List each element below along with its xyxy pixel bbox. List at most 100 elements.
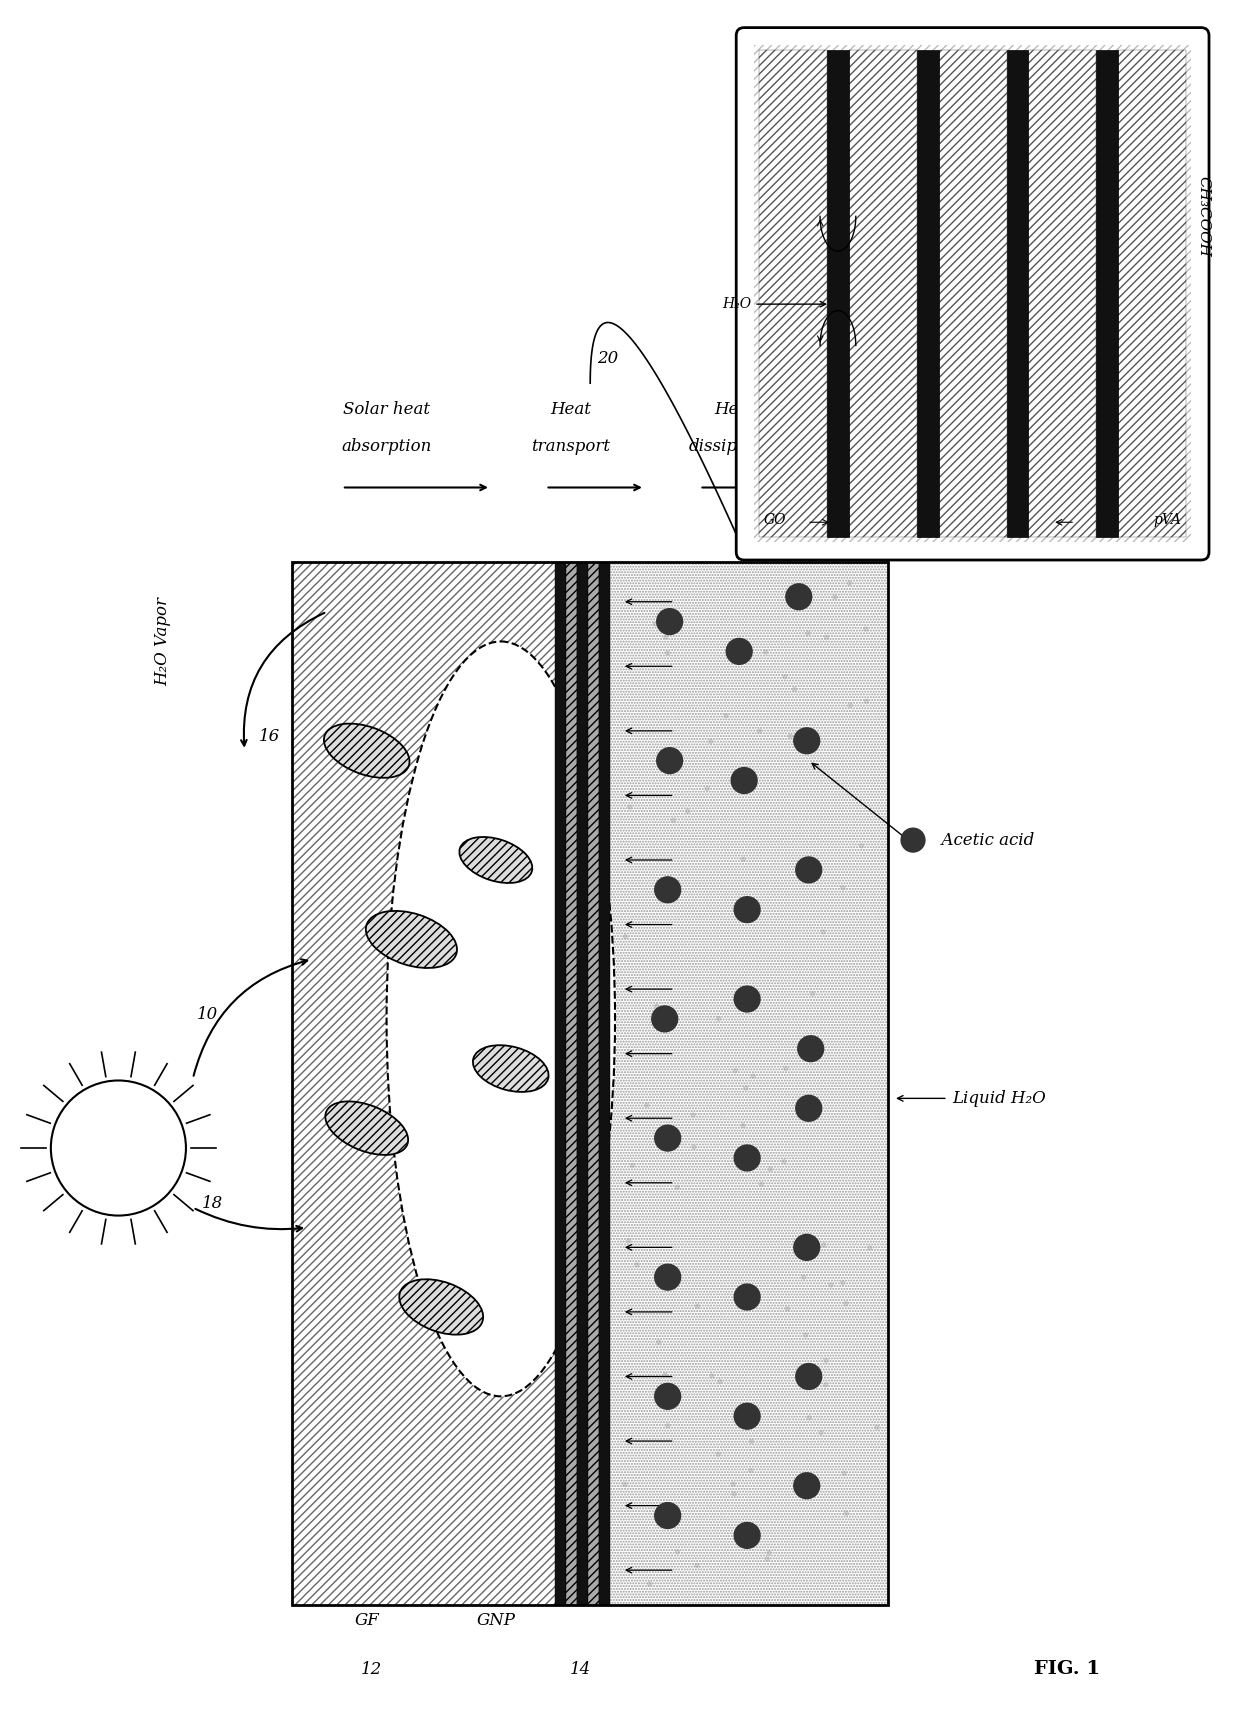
- Circle shape: [732, 1482, 735, 1487]
- Circle shape: [676, 1185, 680, 1189]
- Circle shape: [765, 1557, 769, 1561]
- Text: transport: transport: [531, 439, 610, 456]
- Circle shape: [727, 639, 753, 665]
- Bar: [916, 50, 939, 538]
- Circle shape: [622, 1482, 627, 1487]
- Text: dissipation: dissipation: [688, 439, 780, 456]
- Circle shape: [734, 1403, 760, 1429]
- Text: Liquid H₂O: Liquid H₂O: [952, 1089, 1047, 1107]
- Circle shape: [758, 730, 761, 733]
- Circle shape: [749, 1439, 754, 1444]
- Circle shape: [692, 1144, 696, 1149]
- Text: FIG. 1: FIG. 1: [1034, 1660, 1100, 1679]
- Circle shape: [635, 1262, 639, 1266]
- Ellipse shape: [459, 838, 532, 882]
- Circle shape: [821, 930, 826, 934]
- Circle shape: [822, 1244, 826, 1247]
- Text: H₂O: H₂O: [722, 296, 751, 312]
- Circle shape: [647, 1581, 651, 1586]
- Circle shape: [655, 1264, 681, 1290]
- FancyBboxPatch shape: [737, 27, 1209, 560]
- Circle shape: [848, 704, 852, 707]
- Circle shape: [745, 648, 749, 651]
- Ellipse shape: [399, 1280, 484, 1334]
- Bar: [567, 562, 578, 1605]
- Ellipse shape: [387, 641, 615, 1396]
- Circle shape: [830, 1283, 833, 1286]
- Circle shape: [686, 809, 689, 814]
- Circle shape: [734, 896, 760, 923]
- Circle shape: [734, 1285, 760, 1310]
- Bar: [293, 562, 888, 1605]
- Circle shape: [841, 886, 844, 889]
- Circle shape: [749, 1468, 753, 1473]
- Circle shape: [864, 699, 868, 704]
- Circle shape: [789, 735, 792, 738]
- Bar: [588, 562, 599, 1605]
- Circle shape: [626, 1238, 631, 1244]
- Circle shape: [811, 992, 815, 995]
- Circle shape: [655, 1125, 681, 1151]
- Circle shape: [868, 1245, 872, 1250]
- Bar: [827, 50, 849, 538]
- Circle shape: [676, 1550, 680, 1554]
- Circle shape: [801, 1274, 806, 1280]
- Circle shape: [655, 877, 681, 903]
- Circle shape: [847, 581, 852, 586]
- Circle shape: [794, 1473, 820, 1499]
- Circle shape: [691, 1113, 696, 1117]
- Circle shape: [792, 687, 796, 692]
- Text: Heat: Heat: [549, 401, 590, 418]
- Bar: [1096, 50, 1118, 538]
- Circle shape: [823, 1382, 828, 1388]
- Circle shape: [733, 1069, 738, 1072]
- Circle shape: [844, 1302, 848, 1305]
- Circle shape: [794, 728, 820, 754]
- Circle shape: [734, 987, 760, 1012]
- Circle shape: [742, 856, 745, 862]
- Circle shape: [796, 856, 822, 882]
- Text: pVA: pVA: [1153, 514, 1182, 528]
- Circle shape: [769, 1167, 773, 1172]
- Circle shape: [820, 1430, 823, 1434]
- Circle shape: [807, 1415, 811, 1420]
- Circle shape: [782, 1160, 786, 1163]
- Text: Solar heat: Solar heat: [343, 401, 430, 418]
- Circle shape: [709, 740, 713, 743]
- Circle shape: [794, 1235, 820, 1261]
- Circle shape: [750, 1153, 754, 1158]
- Circle shape: [782, 675, 787, 678]
- Circle shape: [663, 636, 668, 639]
- Circle shape: [666, 1424, 670, 1427]
- Circle shape: [694, 1564, 699, 1567]
- Circle shape: [706, 786, 709, 790]
- Circle shape: [655, 1384, 681, 1410]
- Bar: [610, 562, 888, 1605]
- Text: absorption: absorption: [341, 439, 432, 456]
- Bar: [759, 50, 827, 538]
- Circle shape: [657, 749, 682, 774]
- Circle shape: [842, 1471, 846, 1475]
- Circle shape: [764, 649, 768, 654]
- Circle shape: [740, 913, 744, 918]
- Circle shape: [724, 714, 728, 718]
- Circle shape: [859, 845, 863, 848]
- Circle shape: [645, 1103, 649, 1107]
- Circle shape: [744, 1086, 748, 1089]
- Circle shape: [841, 1281, 844, 1285]
- Text: 14: 14: [569, 1662, 591, 1679]
- Circle shape: [784, 1067, 787, 1071]
- Text: GO: GO: [764, 514, 786, 528]
- Circle shape: [804, 1333, 807, 1338]
- Circle shape: [901, 827, 925, 851]
- Circle shape: [759, 1182, 764, 1185]
- Circle shape: [663, 1372, 667, 1377]
- Circle shape: [657, 608, 682, 634]
- Ellipse shape: [472, 1045, 548, 1091]
- Circle shape: [653, 622, 657, 625]
- Text: CH₃COOH: CH₃COOH: [1197, 176, 1210, 257]
- Circle shape: [655, 1502, 681, 1528]
- Bar: [1028, 50, 1096, 538]
- Circle shape: [786, 584, 812, 610]
- Text: 12: 12: [361, 1662, 382, 1679]
